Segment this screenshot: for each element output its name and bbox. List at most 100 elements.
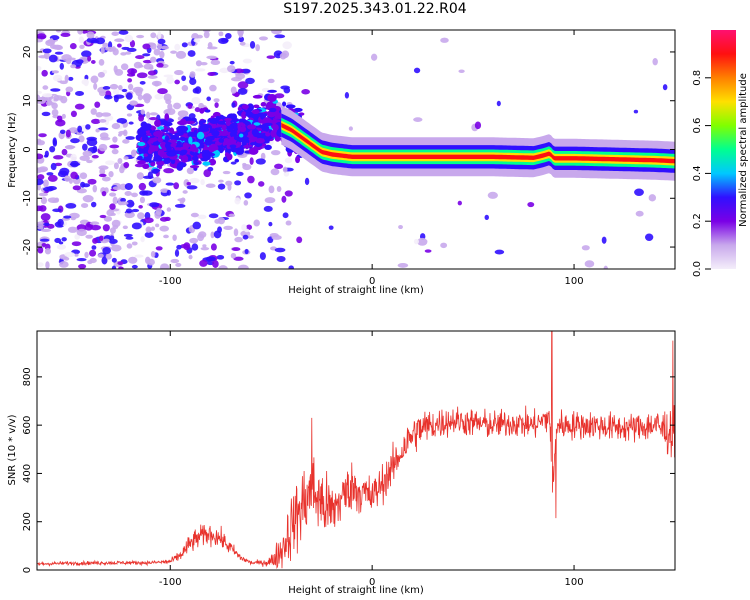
heatmap-speckle: [200, 179, 205, 186]
spectrogram-xtick-label: 0: [369, 276, 375, 287]
heatmap-speckle: [68, 212, 80, 219]
heatmap-cluster: [211, 130, 220, 137]
heatmap-speckle: [181, 42, 188, 48]
snr-ytick-label: 400: [22, 464, 33, 483]
heatmap-speckle: [64, 252, 76, 258]
heatmap-cluster: [218, 145, 224, 154]
heatmap-speckle: [284, 190, 293, 197]
heatmap-speckle: [111, 148, 119, 155]
heatmap-speckle: [37, 138, 42, 145]
heatmap-speckle: [138, 182, 147, 191]
heatmap-speckle: [68, 127, 79, 134]
heatmap-cluster: [143, 155, 151, 163]
heatmap-speckle: [78, 135, 85, 143]
heatmap-speckle: [138, 204, 143, 209]
heatmap-cluster: [186, 124, 191, 133]
colorbar: 0.0 0.2 0.4 0.6 0.8 Normalized spectral ampl…: [692, 30, 749, 277]
heatmap-speckle: [150, 42, 157, 50]
heatmap-cluster: [148, 137, 157, 143]
heatmap-cluster: [204, 138, 213, 146]
snr-xtick-label: 0: [369, 577, 375, 588]
heatmap-speckle: [41, 111, 51, 117]
heatmap-speckle: [78, 36, 84, 44]
heatmap-speckle: [103, 216, 113, 222]
heatmap-cluster: [237, 106, 242, 111]
heatmap-cluster: [239, 126, 247, 133]
heatmap-speckle: [131, 264, 138, 269]
heatmap-speckle: [63, 256, 70, 261]
heatmap-cluster: [164, 113, 170, 121]
heatmap-speckle: [135, 55, 145, 60]
heatmap-cluster: [247, 124, 257, 130]
heatmap-speckle: [202, 30, 211, 33]
heatmap-speckle: [63, 215, 72, 219]
heatmap-speckle: [413, 67, 421, 74]
heatmap-speckle: [221, 38, 229, 43]
heatmap-speckle: [166, 76, 174, 85]
heatmap-cluster: [154, 119, 162, 128]
heatmap-speckle: [129, 39, 136, 48]
heatmap-speckle: [163, 74, 174, 78]
snr-panel: -100 0 100 0 200 400 600 800 Height of straight…: [7, 330, 676, 596]
heatmap-cluster: [162, 121, 173, 127]
heatmap-speckle: [122, 129, 128, 137]
heatmap-speckle: [122, 225, 128, 230]
heatmap-cluster: [259, 113, 267, 119]
heatmap-speckle: [253, 219, 260, 227]
heatmap-speckle: [80, 50, 92, 58]
heatmap-speckle: [140, 109, 145, 115]
heatmap-speckle: [234, 180, 242, 186]
heatmap-speckle: [131, 208, 140, 213]
heatmap-speckle: [219, 67, 230, 74]
heatmap-speckle: [280, 85, 290, 90]
heatmap-speckle: [37, 174, 45, 181]
heatmap-speckle: [70, 160, 79, 168]
heatmap-speckle: [109, 144, 120, 149]
heatmap-speckle: [105, 252, 112, 260]
heatmap-speckle: [112, 88, 120, 95]
heatmap-speckle: [117, 261, 124, 266]
heatmap-speckle: [109, 203, 116, 210]
heatmap-speckle: [65, 129, 71, 138]
heatmap-speckle: [274, 34, 286, 39]
heatmap-speckle: [76, 228, 87, 237]
heatmap-speckle: [86, 159, 93, 164]
heatmap-speckle: [487, 191, 498, 199]
heatmap-speckle: [268, 185, 275, 194]
heatmap-speckle: [67, 226, 78, 233]
heatmap-cluster: [188, 136, 193, 145]
colorbar-bar: [711, 30, 736, 269]
heatmap-speckle: [120, 52, 127, 56]
heatmap-cluster: [255, 137, 265, 144]
heatmap-speckle: [157, 31, 162, 40]
heatmap-speckle: [282, 166, 288, 173]
heatmap-speckle: [237, 87, 248, 95]
heatmap-cluster: [226, 125, 234, 133]
heatmap-speckle: [214, 218, 221, 224]
heatmap-speckle: [59, 261, 69, 268]
heatmap-speckle: [283, 171, 290, 177]
heatmap-speckle: [37, 90, 43, 95]
heatmap-speckle: [79, 44, 85, 49]
heatmap-cluster: [230, 147, 239, 153]
heatmap-speckle: [118, 266, 124, 269]
heatmap-cluster: [234, 158, 240, 163]
heatmap-speckle: [70, 171, 78, 180]
heatmap-speckle: [97, 127, 109, 131]
heatmap-speckle: [92, 237, 98, 244]
heatmap-speckle: [104, 117, 110, 126]
heatmap-speckle: [274, 93, 285, 99]
heatmap-speckle: [44, 247, 51, 255]
heatmap-speckle: [46, 100, 52, 106]
heatmap-speckle: [70, 216, 76, 221]
heatmap-speckle: [138, 64, 144, 68]
heatmap-speckle: [90, 108, 97, 115]
heatmap-speckle: [191, 96, 201, 105]
heatmap-speckle: [137, 94, 143, 101]
snr-series-line: [37, 331, 675, 570]
heatmap-cluster: [258, 124, 265, 128]
heatmap-speckle: [54, 51, 64, 55]
heatmap-speckle: [110, 244, 122, 252]
snr-ticks: -100 0 100 0 200 400 600 800: [22, 331, 675, 588]
heatmap-speckle: [245, 77, 255, 85]
